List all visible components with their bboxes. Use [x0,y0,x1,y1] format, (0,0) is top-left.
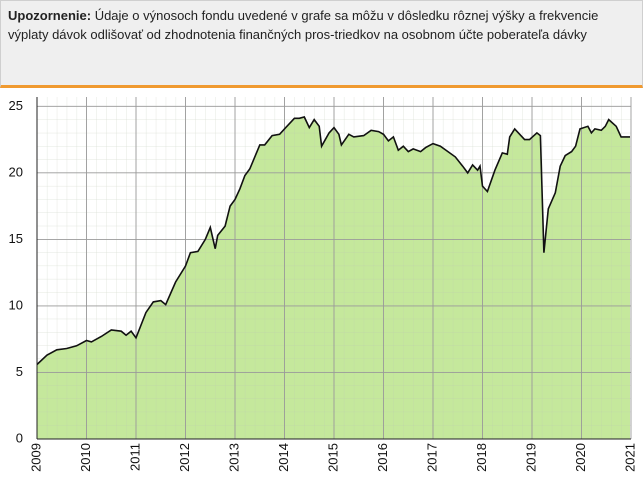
notice-text: Údaje o výnosoch fondu uvedené v grafe s… [8,8,599,42]
x-tick-label: 2019 [523,443,538,472]
x-tick-label: 2020 [573,443,588,472]
x-tick-label: 2009 [28,443,43,472]
y-tick-label: 0 [16,430,23,445]
y-tick-label: 25 [9,98,23,113]
y-tick-label: 10 [9,297,23,312]
notice-label: Upozornenie: [8,8,92,23]
x-tick-label: 2016 [375,443,390,472]
y-tick-label: 5 [16,364,23,379]
notice-box: Upozornenie: Údaje o výnosoch fondu uved… [0,0,643,88]
y-tick-label: 20 [9,164,23,179]
x-tick-label: 2012 [177,443,192,472]
x-tick-label: 2021 [622,443,637,472]
x-tick-label: 2015 [325,443,340,472]
x-tick-label: 2013 [226,443,241,472]
x-tick-label: 2018 [474,443,489,472]
x-tick-label: 2010 [78,443,93,472]
x-tick-label: 2014 [276,443,291,472]
x-tick-label: 2011 [127,443,142,471]
x-tick-label: 2017 [424,443,439,472]
y-tick-label: 15 [9,231,23,246]
area-line [36,116,630,366]
